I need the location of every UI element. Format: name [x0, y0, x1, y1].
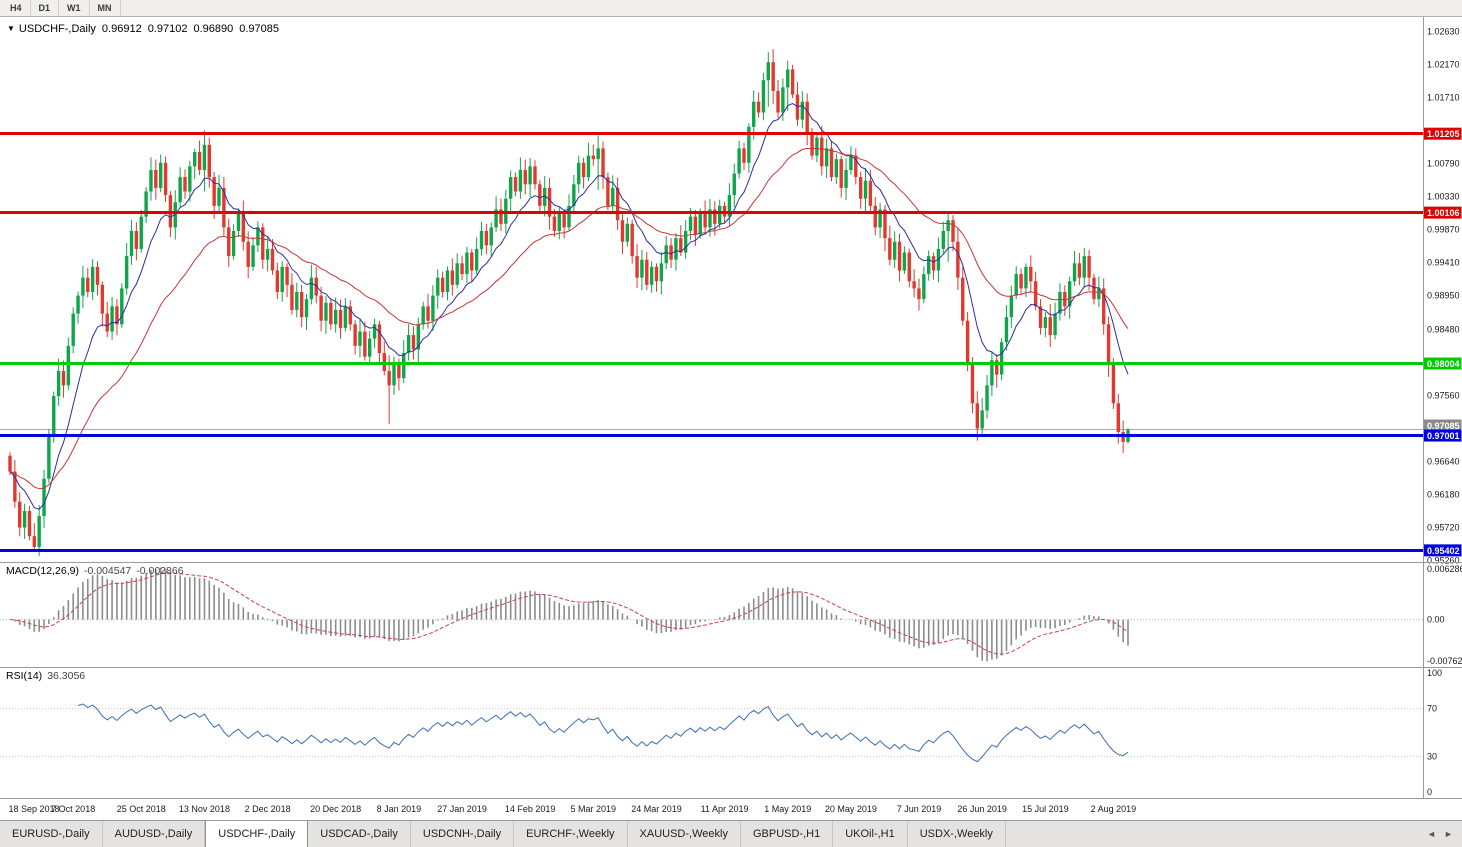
chart-tab-audusd-daily[interactable]: AUDUSD-,Daily [102, 821, 206, 847]
svg-text:0.98004: 0.98004 [1427, 359, 1460, 369]
price-tick-label: 0.96640 [1427, 456, 1460, 466]
date-tick-label: 27 Jan 2019 [437, 804, 487, 814]
price-tick-label: 0.96180 [1427, 490, 1460, 500]
svg-text:0.97001: 0.97001 [1427, 431, 1460, 441]
date-tick-label: 11 Apr 2019 [701, 804, 749, 814]
moving-average-line-30[interactable] [9, 147, 1129, 490]
price-badge: 1.00106 [1423, 206, 1462, 219]
macd-histogram [14, 567, 1129, 662]
price-tick-label: 0.99410 [1427, 258, 1460, 268]
macd-tick-label: -0.00762 [1427, 656, 1462, 666]
date-tick-label: 26 Jun 2019 [957, 804, 1007, 814]
svg-text:0.95402: 0.95402 [1427, 546, 1460, 556]
price-tick-label: 0.95720 [1427, 523, 1460, 533]
rsi-tick-label: 30 [1427, 751, 1437, 761]
price-tick-label: 0.95260 [1427, 556, 1460, 566]
date-tick-label: 25 Oct 2018 [117, 804, 166, 814]
chart-tab-usdcnh-daily[interactable]: USDCNH-,Daily [410, 821, 515, 847]
price-tick-label: 1.00790 [1427, 158, 1460, 168]
price-badge: 1.01205 [1423, 127, 1462, 140]
svg-text:1.01205: 1.01205 [1427, 129, 1460, 139]
chart-tab-usdx-weekly[interactable]: USDX-,Weekly [907, 821, 1006, 847]
price-badge: 0.97001 [1423, 429, 1462, 442]
svg-text:0.97085: 0.97085 [1427, 421, 1460, 431]
timeframe-toolbar: H4 D1 W1 MN [0, 0, 1462, 17]
candles-layer [8, 49, 1130, 557]
date-tick-label: 1 May 2019 [764, 804, 811, 814]
date-tick-label: 24 Mar 2019 [631, 804, 682, 814]
tabs-scroll-right-button[interactable]: ► [1444, 829, 1453, 839]
chart-tab-usdcad-daily[interactable]: USDCAD-,Daily [308, 821, 411, 847]
svg-text:1.00106: 1.00106 [1427, 208, 1460, 218]
date-tick-label: 20 Dec 2018 [310, 804, 361, 814]
chart-tab-eurchf-weekly[interactable]: EURCHF-,Weekly [514, 821, 628, 847]
chart-tab-gbpusd-h1[interactable]: GBPUSD-,H1 [740, 821, 834, 847]
chart-tab-bar: EURUSD-,Daily AUDUSD-,Daily USDCHF-,Daily U… [0, 820, 1462, 847]
macd-signal-line [9, 572, 1129, 655]
rsi-line [77, 703, 1129, 763]
tabs-scroll-left-button[interactable]: ◄ [1427, 829, 1436, 839]
timeframe-w1-button[interactable]: W1 [59, 0, 90, 16]
date-tick-label: 18 Sep 2018 [8, 804, 59, 814]
chart-tabs: EURUSD-,Daily AUDUSD-,Daily USDCHF-,Daily U… [0, 821, 1006, 847]
date-tick-label: 14 Feb 2019 [505, 804, 556, 814]
chart-tab-eurusd-daily[interactable]: EURUSD-,Daily [0, 821, 103, 847]
price-tick-label: 0.97560 [1427, 390, 1460, 400]
date-tick-label: 2 Dec 2018 [245, 804, 291, 814]
date-tick-label: 2 Aug 2019 [1091, 804, 1137, 814]
macd-tick-label: 0.00 [1427, 615, 1445, 625]
date-tick-label: 7 Oct 2018 [51, 804, 95, 814]
date-tick-label: 20 May 2019 [825, 804, 877, 814]
moving-average-line-10[interactable] [9, 103, 1129, 510]
time-scale[interactable] [0, 799, 1462, 820]
price-badge: 0.95402 [1423, 544, 1462, 557]
rsi-tick-label: 100 [1427, 668, 1442, 678]
price-tick-label: 1.02170 [1427, 59, 1460, 69]
timeframe-mn-button[interactable]: MN [90, 0, 121, 16]
chart-tab-ukoil-h1[interactable]: UKOil-,H1 [833, 821, 908, 847]
timeframe-h4-button[interactable]: H4 [2, 0, 31, 16]
chart-tab-usdchf-daily[interactable]: USDCHF-,Daily [205, 821, 309, 847]
timeframe-d1-button[interactable]: D1 [31, 0, 60, 16]
tab-scroll-arrows: ◄ ► [1423, 821, 1462, 847]
price-scale[interactable] [1424, 17, 1462, 798]
date-tick-label: 13 Nov 2018 [179, 804, 230, 814]
chart-canvas[interactable]: 1.02630 1.02170 1.01710 1.00790 1.00330 0.998… [0, 17, 1462, 820]
rsi-tick-label: 70 [1427, 704, 1437, 714]
price-tick-label: 1.02630 [1427, 26, 1460, 36]
price-tick-label: 0.98950 [1427, 291, 1460, 301]
rsi-tick-label: 0 [1427, 787, 1432, 797]
chart-window[interactable]: 1.02630 1.02170 1.01710 1.00790 1.00330 0.998… [0, 17, 1462, 820]
macd-tick-label: 0.006286 [1427, 564, 1462, 574]
price-tick-label: 1.01710 [1427, 92, 1460, 102]
date-tick-label: 15 Jul 2019 [1022, 804, 1069, 814]
date-tick-label: 7 Jun 2019 [897, 804, 942, 814]
price-tick-label: 1.00330 [1427, 192, 1460, 202]
chart-tab-xauusd-weekly[interactable]: XAUUSD-,Weekly [627, 821, 741, 847]
date-tick-label: 5 Mar 2019 [571, 804, 617, 814]
price-tick-label: 0.99870 [1427, 225, 1460, 235]
price-badge: 0.97085 [1423, 419, 1462, 432]
price-badge: 0.98004 [1423, 357, 1462, 370]
date-tick-label: 8 Jan 2019 [377, 804, 422, 814]
price-tick-label: 0.98480 [1427, 324, 1460, 334]
